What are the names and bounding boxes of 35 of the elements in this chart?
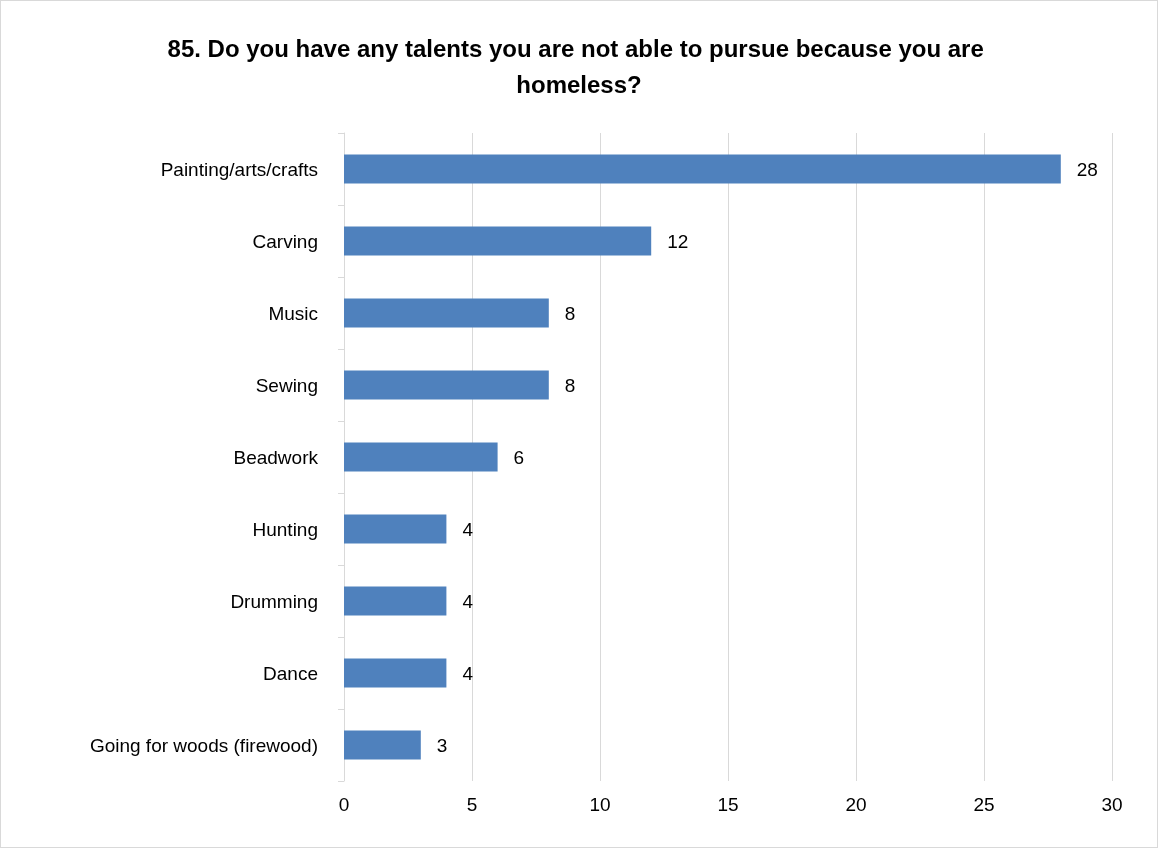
x-tick-label: 0: [338, 794, 350, 815]
data-label: 4: [462, 662, 474, 684]
data-label: 6: [513, 446, 525, 468]
y-tick-label: Drumming: [230, 590, 318, 612]
y-tick-label: Carving: [252, 230, 318, 252]
x-tick-label: 10: [589, 794, 611, 815]
x-tick-label: 15: [717, 794, 739, 815]
bar: [344, 514, 447, 544]
data-label: 3: [436, 734, 448, 756]
data-label: 8: [564, 374, 576, 396]
bar: [344, 730, 421, 760]
x-tick-label: 5: [466, 794, 478, 815]
bar: [344, 658, 447, 688]
y-tick-label: Sewing: [255, 374, 318, 396]
bar: [344, 370, 549, 400]
chart-title: 85. Do you have any talents you are not able to pursue because you are homeless?: [167, 34, 991, 98]
y-tick-label: Dance: [263, 662, 318, 684]
y-tick-label: Beadwork: [233, 446, 319, 468]
data-label: 8: [564, 302, 576, 324]
bar: [344, 298, 549, 328]
x-tick-label: 30: [1101, 794, 1123, 815]
data-label: 4: [462, 518, 474, 540]
x-tick-label: 20: [845, 794, 867, 815]
x-tick-label: 25: [973, 794, 995, 815]
bar: [344, 154, 1061, 184]
data-label: 12: [667, 230, 689, 252]
data-label: 4: [462, 590, 474, 612]
bar: [344, 442, 498, 472]
y-tick-label: Music: [268, 302, 318, 324]
y-tick-label: Painting/arts/crafts: [160, 158, 318, 180]
bar: [344, 226, 652, 256]
bar: [344, 586, 447, 616]
y-tick-label: Going for woods (firewood): [89, 734, 318, 756]
data-label: 28: [1076, 158, 1098, 180]
y-tick-label: Hunting: [252, 518, 318, 540]
